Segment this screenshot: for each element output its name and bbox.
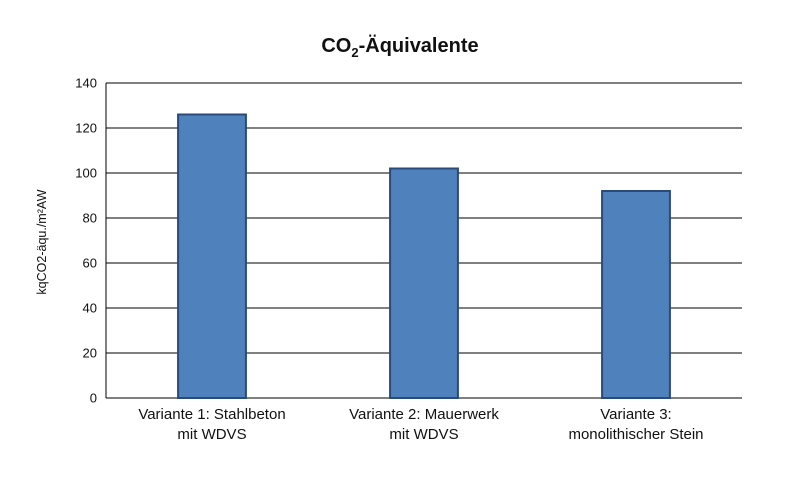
x-tick-label: Variante 3: <box>600 406 671 423</box>
y-tick-label: 120 <box>75 121 97 136</box>
x-tick-label: Variante 1: Stahlbeton <box>138 406 285 423</box>
chart-title-main: CO <box>321 35 351 57</box>
chart-title: CO2-Äquivalente <box>321 34 478 60</box>
y-tick-label: 80 <box>83 211 97 226</box>
bar-2 <box>389 167 459 399</box>
x-tick-labels: Variante 1: Stahlbeton mit WDVS Variante 2… <box>138 406 703 443</box>
x-tick-label: mit WDVS <box>389 426 458 443</box>
chart-title-subscript: 2 <box>351 45 358 60</box>
x-tick-label: mit WDVS <box>177 426 246 443</box>
x-tick-label: Variante 2: Mauerwerk <box>349 406 499 423</box>
bar-1 <box>177 113 247 399</box>
y-tick-label: 20 <box>83 346 97 361</box>
bars <box>177 113 671 399</box>
chart-title-rest: -Äquivalente <box>359 34 479 57</box>
y-tick-labels: 0 20 40 60 80 100 120 140 <box>75 76 97 406</box>
x-tick-label: monolithischer Stein <box>568 426 703 443</box>
y-tick-label: 0 <box>90 391 97 406</box>
y-tick-label: 60 <box>83 256 97 271</box>
y-tick-label: 140 <box>75 76 97 91</box>
y-tick-label: 100 <box>75 166 97 181</box>
bar-3 <box>601 190 671 399</box>
y-tick-label: 40 <box>83 301 97 316</box>
y-axis-label: kqCO2-äqu./m²AW <box>35 189 49 294</box>
